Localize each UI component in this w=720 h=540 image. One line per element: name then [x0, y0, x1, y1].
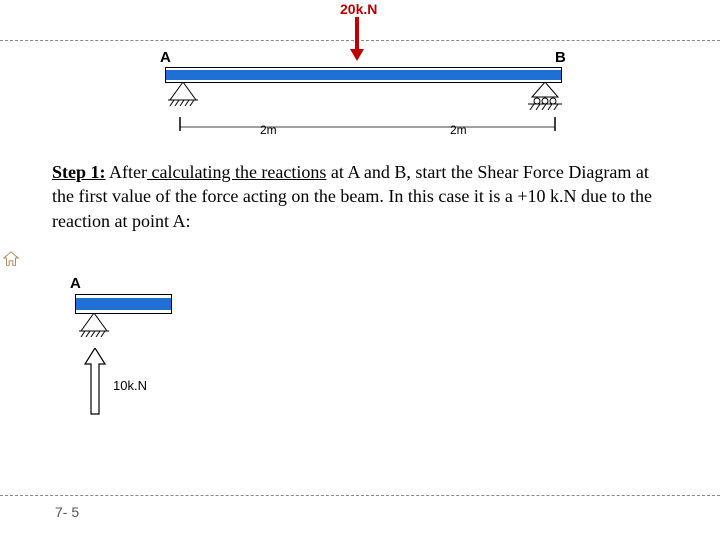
reaction-label: 10k.N: [113, 378, 147, 393]
reaction-arrow-icon: [83, 348, 107, 418]
step-text: Step 1: After calculating the reactions …: [52, 160, 672, 233]
figure-reaction-a: A 10k.N: [55, 270, 255, 450]
load-label: 20k.N: [340, 1, 377, 17]
beam-diagram: 20k.N A B 2m: [130, 5, 590, 145]
point-a-label: A: [160, 49, 171, 66]
home-icon[interactable]: [2, 250, 20, 268]
beam-fill: [166, 70, 561, 80]
fig2-support-icon: [79, 313, 109, 337]
fig2-beam-fill: [76, 298, 171, 310]
load-arrow-icon: [348, 17, 366, 62]
point-b-label: B: [555, 49, 566, 66]
dim-left-label: 2m: [260, 123, 277, 137]
page-number: 7- 5: [55, 504, 79, 520]
step-link[interactable]: calculating the reactions: [147, 162, 326, 182]
step-pre: After: [106, 162, 147, 182]
pin-support-a-icon: [168, 82, 198, 106]
dim-right-label: 2m: [450, 123, 467, 137]
roller-support-b-icon: [528, 82, 562, 110]
divider-bottom: [0, 495, 720, 496]
step-label: Step 1:: [52, 162, 106, 182]
dimension-line-icon: [160, 117, 570, 137]
fig2-point-a: A: [70, 275, 81, 292]
